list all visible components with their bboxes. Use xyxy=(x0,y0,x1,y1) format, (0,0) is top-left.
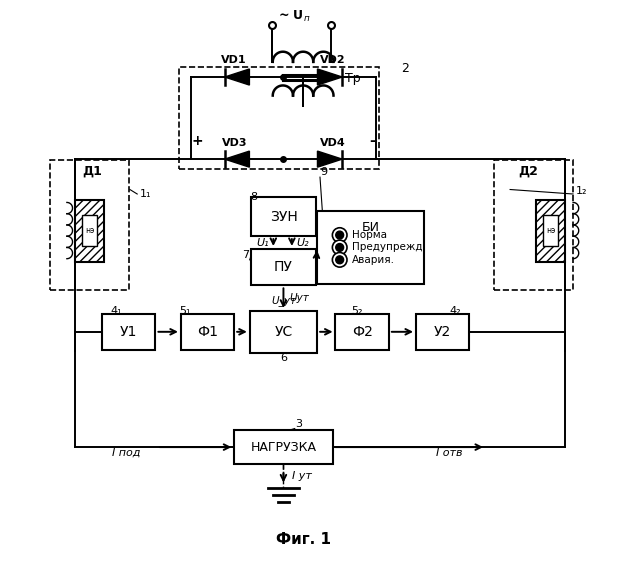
Circle shape xyxy=(332,228,347,243)
Text: 7: 7 xyxy=(243,250,250,260)
Text: Норма: Норма xyxy=(352,230,387,240)
Text: U₂: U₂ xyxy=(296,237,309,248)
Bar xyxy=(250,311,317,353)
Circle shape xyxy=(336,231,344,239)
Text: -: - xyxy=(369,134,375,148)
Bar xyxy=(335,314,389,350)
Bar xyxy=(75,199,104,261)
Text: Д1: Д1 xyxy=(83,165,102,178)
Bar xyxy=(543,215,559,246)
Text: 4₂: 4₂ xyxy=(449,306,461,316)
Circle shape xyxy=(336,256,344,264)
Circle shape xyxy=(332,240,347,255)
Text: нэ: нэ xyxy=(546,226,556,235)
Polygon shape xyxy=(225,151,250,167)
Text: +: + xyxy=(192,134,204,148)
Text: ЗУН: ЗУН xyxy=(269,210,298,223)
Text: Uут: Uут xyxy=(289,293,309,303)
Bar xyxy=(494,160,573,290)
Text: 5₂: 5₂ xyxy=(351,306,362,316)
Bar xyxy=(251,197,316,236)
Text: 4₁: 4₁ xyxy=(110,306,122,316)
Text: VD1: VD1 xyxy=(221,55,247,65)
Text: 6: 6 xyxy=(280,353,287,362)
Text: ~ U$_п$: ~ U$_п$ xyxy=(278,9,310,24)
Text: VD2: VD2 xyxy=(320,55,346,65)
Text: нэ: нэ xyxy=(84,226,94,235)
Text: I отв: I отв xyxy=(436,448,463,458)
Text: U_ут: U_ут xyxy=(271,295,296,306)
Text: VD3: VD3 xyxy=(221,138,247,148)
Text: Предупрежд.: Предупрежд. xyxy=(352,243,426,252)
Text: УС: УС xyxy=(275,325,292,339)
Text: Д2: Д2 xyxy=(518,165,538,178)
Bar xyxy=(180,314,234,350)
Text: БИ: БИ xyxy=(362,221,380,234)
Text: VD4: VD4 xyxy=(320,138,346,148)
Text: 5₁: 5₁ xyxy=(179,306,191,316)
Bar xyxy=(317,211,424,284)
Text: 1₁: 1₁ xyxy=(140,189,152,199)
Text: 2: 2 xyxy=(401,62,410,75)
Text: 3: 3 xyxy=(294,419,301,428)
Text: Фиг. 1: Фиг. 1 xyxy=(276,532,331,548)
Text: ПУ: ПУ xyxy=(274,260,293,274)
Bar xyxy=(179,68,379,169)
Polygon shape xyxy=(225,69,250,85)
Text: U₁: U₁ xyxy=(256,237,269,248)
Text: I под: I под xyxy=(112,448,140,458)
Bar xyxy=(416,314,469,350)
Text: Ф2: Ф2 xyxy=(352,325,372,339)
Polygon shape xyxy=(317,69,342,85)
Text: 1₂: 1₂ xyxy=(576,186,588,196)
Text: I ут: I ут xyxy=(292,471,312,481)
Polygon shape xyxy=(317,151,342,167)
Circle shape xyxy=(336,244,344,252)
Bar xyxy=(251,249,316,285)
Bar xyxy=(536,199,565,261)
Text: 8: 8 xyxy=(250,193,257,202)
Bar xyxy=(102,314,156,350)
Text: Ф1: Ф1 xyxy=(197,325,218,339)
Text: У2: У2 xyxy=(434,325,451,339)
Text: У1: У1 xyxy=(120,325,138,339)
Text: НАГРУЗКА: НАГРУЗКА xyxy=(250,441,316,454)
Text: Авария.: Авария. xyxy=(352,255,395,265)
Bar xyxy=(81,215,97,246)
Text: Тр: Тр xyxy=(346,72,361,85)
Bar xyxy=(234,430,333,464)
Circle shape xyxy=(332,253,347,267)
Bar xyxy=(50,160,129,290)
Text: 9: 9 xyxy=(320,167,327,177)
